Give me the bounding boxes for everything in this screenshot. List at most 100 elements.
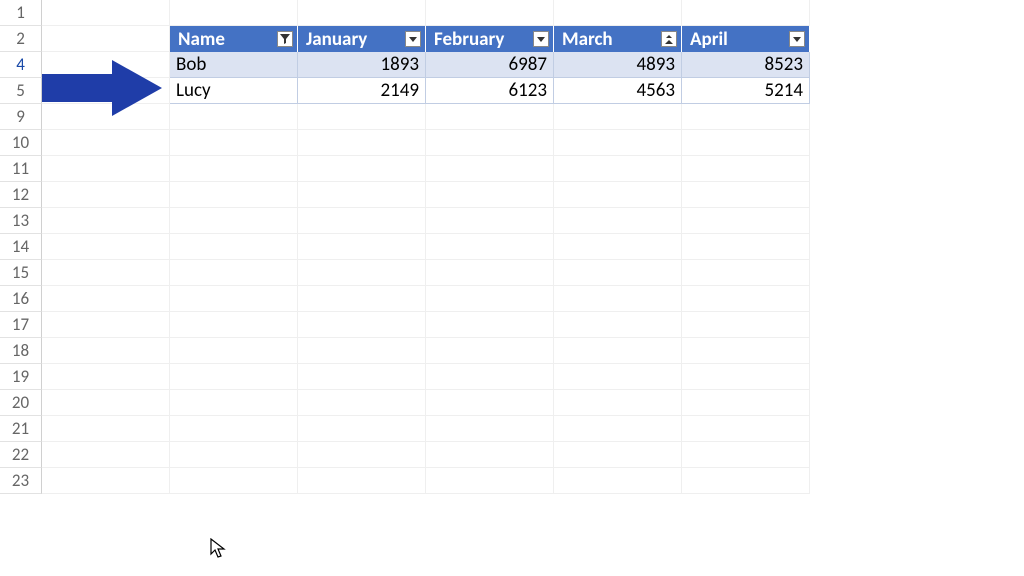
- empty-cell[interactable]: [554, 364, 682, 390]
- empty-cell[interactable]: [298, 208, 426, 234]
- empty-cell[interactable]: [298, 364, 426, 390]
- empty-cell[interactable]: [682, 338, 810, 364]
- empty-cell[interactable]: [170, 390, 298, 416]
- filter-dropdown-icon[interactable]: [661, 31, 677, 47]
- empty-cell[interactable]: [42, 416, 170, 442]
- empty-cell[interactable]: [42, 78, 170, 104]
- empty-cell[interactable]: [170, 104, 298, 130]
- row-header[interactable]: 23: [0, 468, 42, 494]
- row-header[interactable]: 20: [0, 390, 42, 416]
- empty-cell[interactable]: [42, 234, 170, 260]
- empty-cell[interactable]: [554, 468, 682, 494]
- empty-cell[interactable]: [682, 442, 810, 468]
- empty-cell[interactable]: [426, 390, 554, 416]
- empty-cell[interactable]: [426, 182, 554, 208]
- empty-cell[interactable]: [554, 0, 682, 26]
- filter-dropdown-icon[interactable]: [789, 31, 805, 47]
- row-header[interactable]: 17: [0, 312, 42, 338]
- empty-cell[interactable]: [682, 286, 810, 312]
- empty-cell[interactable]: [298, 0, 426, 26]
- empty-cell[interactable]: [554, 130, 682, 156]
- empty-cell[interactable]: [682, 182, 810, 208]
- empty-cell[interactable]: [298, 312, 426, 338]
- empty-cell[interactable]: [554, 260, 682, 286]
- filter-dropdown-icon[interactable]: [533, 31, 549, 47]
- row-header[interactable]: 22: [0, 442, 42, 468]
- empty-cell[interactable]: [170, 156, 298, 182]
- row-header[interactable]: 11: [0, 156, 42, 182]
- row-header[interactable]: 21: [0, 416, 42, 442]
- empty-cell[interactable]: [170, 338, 298, 364]
- empty-cell[interactable]: [682, 208, 810, 234]
- row-header[interactable]: 2: [0, 26, 42, 52]
- empty-cell[interactable]: [42, 0, 170, 26]
- table-cell-name[interactable]: Bob: [170, 52, 298, 78]
- empty-cell[interactable]: [426, 234, 554, 260]
- empty-cell[interactable]: [298, 286, 426, 312]
- empty-cell[interactable]: [426, 416, 554, 442]
- empty-cell[interactable]: [42, 104, 170, 130]
- empty-cell[interactable]: [298, 156, 426, 182]
- empty-cell[interactable]: [682, 130, 810, 156]
- empty-cell[interactable]: [426, 0, 554, 26]
- empty-cell[interactable]: [170, 260, 298, 286]
- table-header-cell[interactable]: February: [426, 26, 554, 52]
- empty-cell[interactable]: [42, 390, 170, 416]
- empty-cell[interactable]: [298, 390, 426, 416]
- empty-cell[interactable]: [426, 156, 554, 182]
- row-header[interactable]: 1: [0, 0, 42, 26]
- table-cell-name[interactable]: Lucy: [170, 78, 298, 104]
- filter-dropdown-icon[interactable]: [277, 31, 293, 47]
- empty-cell[interactable]: [298, 104, 426, 130]
- row-header[interactable]: 19: [0, 364, 42, 390]
- table-cell-value[interactable]: 4563: [554, 78, 682, 104]
- empty-cell[interactable]: [170, 182, 298, 208]
- empty-cell[interactable]: [682, 260, 810, 286]
- empty-cell[interactable]: [42, 286, 170, 312]
- empty-cell[interactable]: [554, 234, 682, 260]
- table-header-cell[interactable]: Name: [170, 26, 298, 52]
- empty-cell[interactable]: [426, 312, 554, 338]
- empty-cell[interactable]: [170, 468, 298, 494]
- empty-cell[interactable]: [426, 286, 554, 312]
- table-header-cell[interactable]: March: [554, 26, 682, 52]
- empty-cell[interactable]: [170, 286, 298, 312]
- empty-cell[interactable]: [298, 442, 426, 468]
- empty-cell[interactable]: [170, 442, 298, 468]
- empty-cell[interactable]: [42, 26, 170, 52]
- spreadsheet-grid[interactable]: 12NameJanuaryFebruaryMarchApril4Bob18936…: [0, 0, 1024, 494]
- table-cell-value[interactable]: 6987: [426, 52, 554, 78]
- empty-cell[interactable]: [426, 104, 554, 130]
- empty-cell[interactable]: [682, 104, 810, 130]
- table-cell-value[interactable]: 5214: [682, 78, 810, 104]
- empty-cell[interactable]: [170, 312, 298, 338]
- empty-cell[interactable]: [42, 260, 170, 286]
- table-cell-value[interactable]: 4893: [554, 52, 682, 78]
- empty-cell[interactable]: [42, 442, 170, 468]
- empty-cell[interactable]: [554, 312, 682, 338]
- empty-cell[interactable]: [426, 468, 554, 494]
- empty-cell[interactable]: [554, 416, 682, 442]
- empty-cell[interactable]: [426, 364, 554, 390]
- empty-cell[interactable]: [682, 234, 810, 260]
- empty-cell[interactable]: [42, 338, 170, 364]
- empty-cell[interactable]: [554, 286, 682, 312]
- empty-cell[interactable]: [554, 390, 682, 416]
- empty-cell[interactable]: [298, 260, 426, 286]
- empty-cell[interactable]: [170, 364, 298, 390]
- table-cell-value[interactable]: 1893: [298, 52, 426, 78]
- empty-cell[interactable]: [682, 468, 810, 494]
- empty-cell[interactable]: [426, 338, 554, 364]
- empty-cell[interactable]: [426, 208, 554, 234]
- empty-cell[interactable]: [682, 156, 810, 182]
- table-cell-value[interactable]: 8523: [682, 52, 810, 78]
- empty-cell[interactable]: [170, 416, 298, 442]
- table-cell-value[interactable]: 2149: [298, 78, 426, 104]
- empty-cell[interactable]: [42, 364, 170, 390]
- row-header[interactable]: 5: [0, 78, 42, 104]
- empty-cell[interactable]: [682, 0, 810, 26]
- row-header[interactable]: 18: [0, 338, 42, 364]
- empty-cell[interactable]: [682, 364, 810, 390]
- empty-cell[interactable]: [298, 182, 426, 208]
- empty-cell[interactable]: [42, 52, 170, 78]
